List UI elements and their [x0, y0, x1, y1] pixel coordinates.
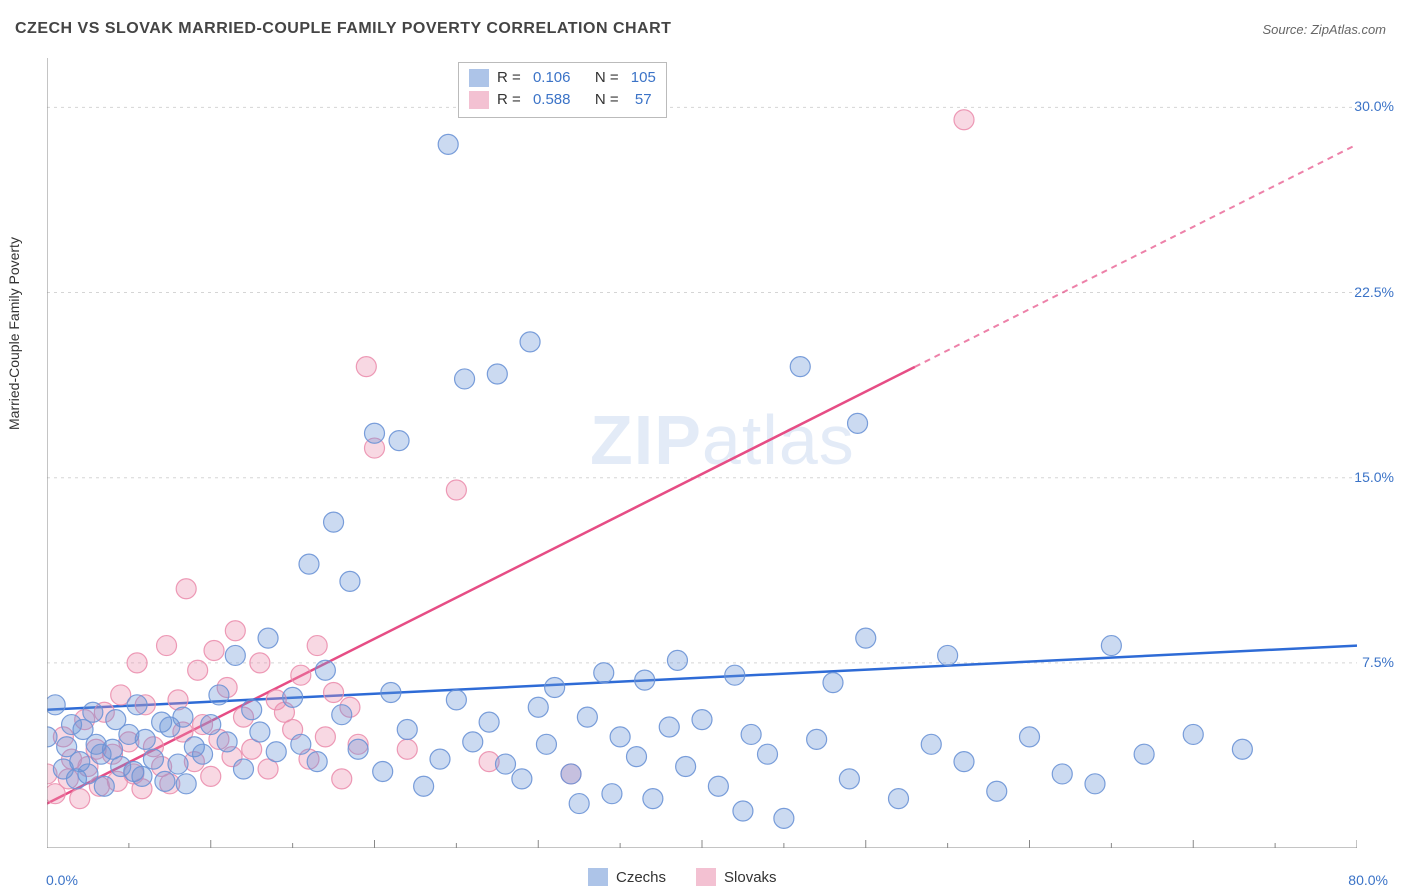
series-legend: Czechs Slovaks [588, 868, 777, 886]
x-axis-min-label: 0.0% [46, 872, 78, 888]
scatter-plot [47, 58, 1357, 848]
y-axis-label: Married-Couple Family Poverty [6, 237, 22, 430]
source-attribution: Source: ZipAtlas.com [1262, 22, 1386, 37]
stats-legend: R = 0.106 N = 105 R = 0.588 N = 57 [458, 62, 667, 118]
swatch-slovaks [469, 91, 489, 109]
swatch-slovaks [696, 868, 716, 886]
x-axis-max-label: 80.0% [1348, 872, 1388, 888]
y-tick-label: 15.0% [1354, 469, 1394, 485]
legend-item-slovaks: Slovaks [696, 868, 777, 886]
legend-label: Slovaks [724, 869, 777, 886]
stats-row-slovaks: R = 0.588 N = 57 [469, 89, 656, 111]
swatch-czechs [469, 69, 489, 87]
legend-item-czechs: Czechs [588, 868, 666, 886]
legend-label: Czechs [616, 869, 666, 886]
y-tick-label: 30.0% [1354, 98, 1394, 114]
stats-row-czechs: R = 0.106 N = 105 [469, 67, 656, 89]
swatch-czechs [588, 868, 608, 886]
y-tick-label: 22.5% [1354, 284, 1394, 300]
y-tick-label: 7.5% [1362, 654, 1394, 670]
chart-title: CZECH VS SLOVAK MARRIED-COUPLE FAMILY PO… [15, 20, 671, 38]
